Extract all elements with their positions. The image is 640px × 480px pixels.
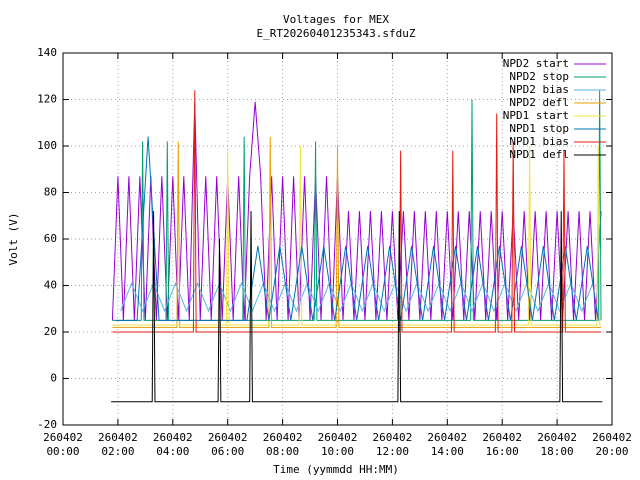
series-line [112,136,602,328]
x-tick-label: 260402 04:00 [153,431,193,458]
y-tick-label: 40 [44,279,57,292]
x-axis-label: Time (yymmdd HH:MM) [273,463,399,476]
legend-label: NPD1 bias [509,135,569,148]
x-tick-label: 260402 16:00 [482,431,522,458]
legend-label: NPD1 stop [509,122,569,135]
x-tick-label: 260402 08:00 [263,431,303,458]
legend-label: NPD2 defl [509,96,569,109]
y-tick-label: -20 [37,418,57,431]
plot-area [111,90,603,403]
y-tick-label: 140 [37,46,57,59]
y-tick-label: 20 [44,325,57,338]
legend-label: NPD2 start [503,57,569,70]
x-tick-label: 260402 00:00 [43,431,83,458]
y-tick-label: 80 [44,186,57,199]
plot-border [62,52,613,426]
chart-title: Voltages for MEX [283,13,389,26]
y-tick-label: 120 [37,93,57,106]
chart-subtitle: E_RT20260401235343.sfduZ [257,27,416,40]
x-tick-label: 260402 02:00 [98,431,138,458]
series-line [112,90,602,333]
y-tick-label: 100 [37,139,57,152]
series-line [115,136,599,321]
x-tick-label: 260402 20:00 [592,431,632,458]
x-tick-label: 260402 14:00 [427,431,467,458]
legend-label: NPD2 bias [509,83,569,96]
x-tick-label: 260402 18:00 [537,431,577,458]
y-tick-label: 60 [44,232,57,245]
x-tick-label: 260402 12:00 [373,431,413,458]
series-line [120,281,594,313]
series-line [112,145,602,326]
y-tick-label: 0 [50,372,57,385]
legend-label: NPD1 defl [509,148,569,161]
x-tick-label: 260402 10:00 [318,431,358,458]
x-tick-label: 260402 06:00 [208,431,248,458]
legend-label: NPD1 start [503,109,569,122]
y-axis-label: Volt (V) [7,213,20,266]
legend-label: NPD2 stop [509,70,569,83]
series-line [111,211,603,403]
